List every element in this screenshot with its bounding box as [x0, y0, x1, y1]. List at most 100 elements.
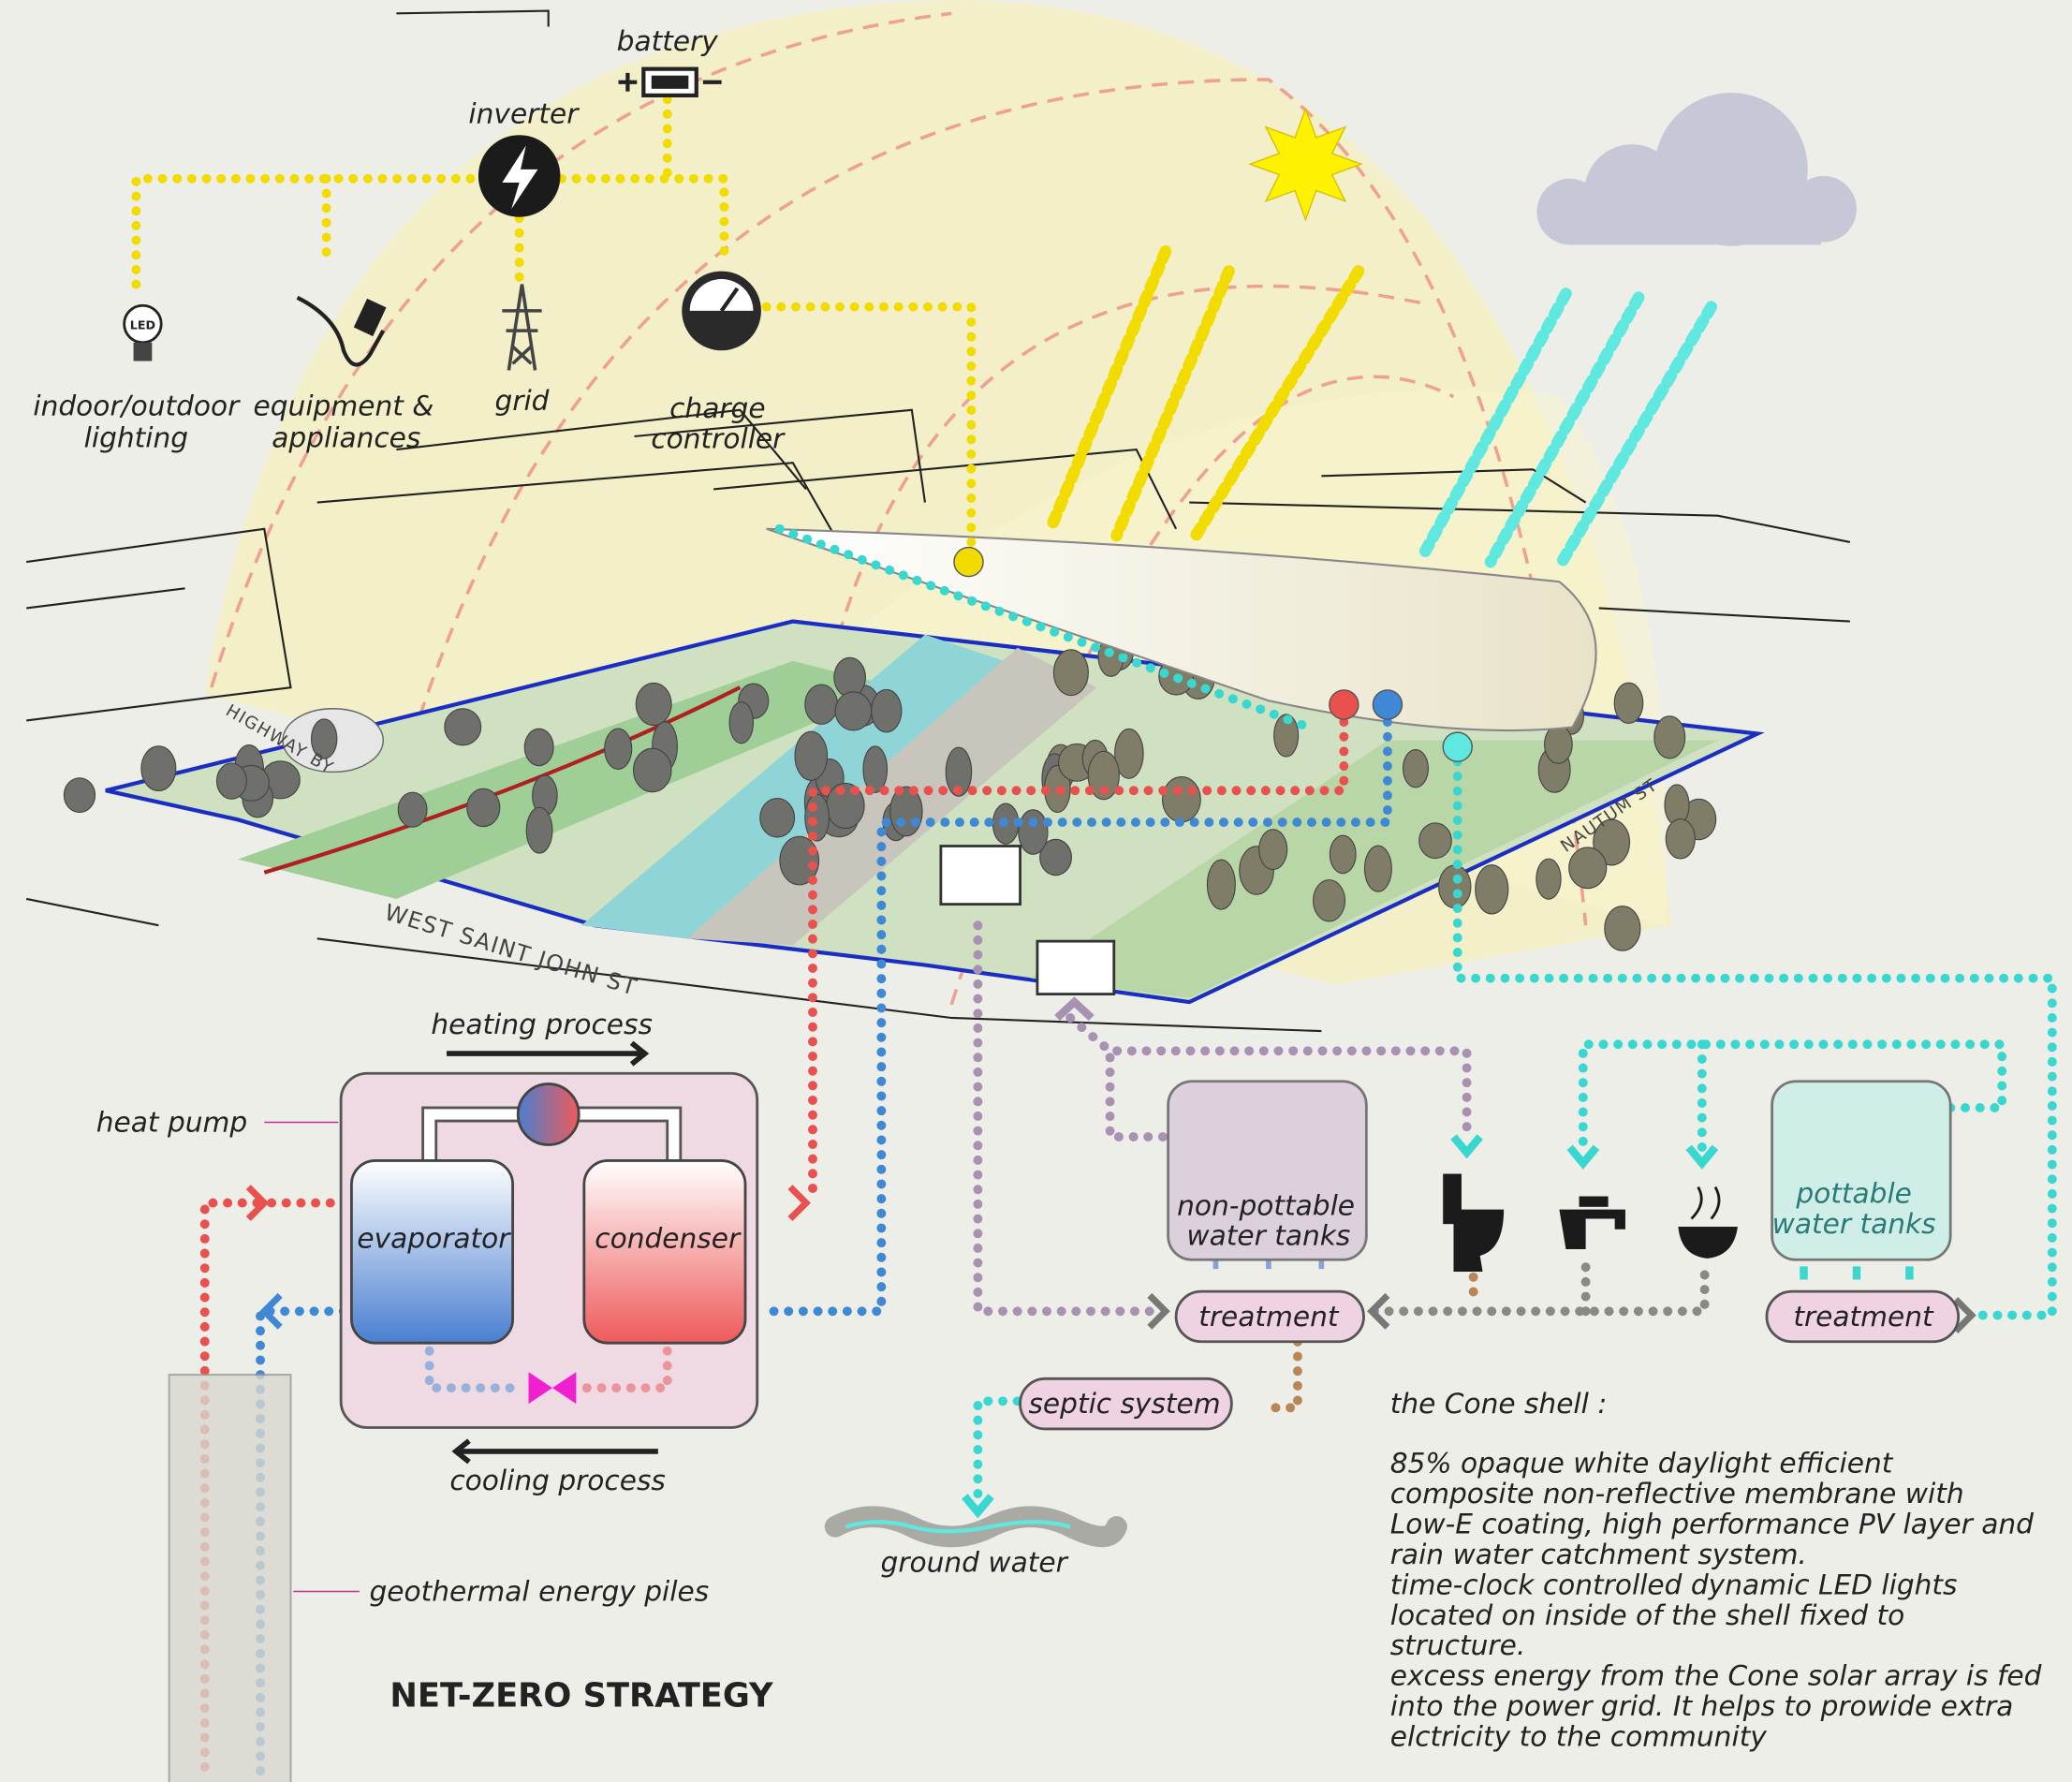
tree-part — [805, 794, 830, 841]
cone-description-line: composite non-reflective membrane with — [1390, 1477, 1964, 1510]
appliances-label: equipment & — [254, 389, 434, 421]
cone-description-line: Low-E coating, high performance PV layer… — [1390, 1507, 2034, 1539]
tree-part — [1314, 880, 1345, 921]
tree-part — [1666, 819, 1695, 859]
tree-part — [445, 709, 481, 745]
cone-description-line: rain water catchment system. — [1390, 1538, 1807, 1570]
tree-part — [1419, 823, 1452, 859]
cone-description-line: elctricity to the community — [1390, 1720, 1768, 1753]
tank-label: non-pottable — [1177, 1188, 1355, 1221]
tree-part — [1019, 810, 1048, 854]
septic-label: septic system — [1028, 1387, 1220, 1420]
fixture-part — [1678, 1227, 1738, 1259]
tree-part — [216, 763, 246, 799]
heat-pipe-part — [1373, 690, 1402, 719]
tree-part — [1207, 860, 1235, 909]
tree-part — [526, 807, 552, 853]
tree-part — [1476, 865, 1508, 914]
diagram: battery inverter LED indoor/outdoor ligh… — [0, 0, 2072, 1782]
heat-pipe-part — [1330, 690, 1359, 719]
tree-part — [398, 792, 427, 827]
tree-part — [1545, 725, 1573, 763]
tree-part — [835, 692, 872, 730]
led-label: LED — [130, 318, 155, 332]
cone-description-line: into the power grid. It helps to prowide… — [1390, 1689, 2014, 1722]
charge-controller-label: charge — [669, 391, 765, 424]
cooling-label: cooling process — [449, 1464, 666, 1496]
water-pipe-part — [1443, 732, 1472, 761]
tree-part — [1614, 683, 1643, 723]
cone-description: 85% opaque white daylight efficientcompo… — [1390, 1446, 2042, 1752]
tree-part — [890, 787, 922, 836]
tree-part — [524, 729, 553, 765]
power-line-part — [954, 548, 983, 577]
tree-part — [605, 729, 632, 769]
tank-label: pottable — [1795, 1177, 1912, 1210]
tree-part — [64, 778, 95, 813]
treatment-label: treatment — [1793, 1300, 1934, 1333]
fixture-part — [1453, 1210, 1504, 1272]
cloud — [1536, 93, 1857, 246]
evaporator-label: evaporator — [357, 1222, 511, 1255]
tree-part — [1403, 750, 1429, 788]
grid-label: grid — [494, 384, 549, 417]
tree-part — [872, 689, 902, 731]
cloud-part — [1570, 185, 1821, 245]
fixture-part — [1580, 1197, 1609, 1207]
lighting-label: indoor/outdoor — [33, 389, 241, 421]
condenser-label: condenser — [595, 1222, 742, 1255]
water-pipe-part — [1803, 1266, 1909, 1279]
tree-part — [805, 685, 838, 724]
cone-description-line: time-clock controlled dynamic LED lights — [1390, 1568, 1958, 1600]
ground-water-part — [835, 1517, 1117, 1537]
heating-label: heating process — [431, 1008, 653, 1040]
ground-water — [835, 1517, 1117, 1537]
tree-part — [1330, 835, 1356, 873]
tree-part — [1569, 847, 1607, 889]
water-pipe-part — [977, 1401, 1017, 1500]
tree-part — [1053, 650, 1088, 696]
tree-part — [1439, 865, 1471, 908]
battery-label: battery — [617, 24, 719, 57]
tank-label: water tanks — [1186, 1219, 1350, 1252]
power-icon-part — [652, 76, 689, 89]
tree-part — [760, 799, 795, 837]
geothermal-pile-part — [169, 1375, 291, 1782]
rain-part — [1562, 307, 1711, 562]
heat-pump-box-part — [518, 1084, 579, 1145]
cone-description-line: excess energy from the Cone solar array … — [1390, 1659, 2042, 1692]
geothermal-pile — [169, 1122, 360, 1782]
lighting-label: lighting — [84, 420, 188, 453]
tree-part — [1163, 777, 1201, 822]
charge-controller-label: controller — [651, 422, 786, 455]
ground-water-label: ground water — [881, 1545, 1069, 1578]
tree-part — [1364, 846, 1391, 891]
tree-part — [795, 731, 828, 780]
fixture-part — [1692, 1187, 1719, 1219]
water-pipe-part — [1374, 1262, 1705, 1311]
power-icon-part — [134, 343, 153, 361]
treatment-label: treatment — [1198, 1300, 1340, 1333]
tree-part — [1654, 716, 1685, 758]
tree-part — [1259, 830, 1287, 870]
appliances-label: appliances — [272, 420, 420, 453]
cone-description-line: structure. — [1390, 1628, 1526, 1661]
tree-part — [834, 657, 866, 697]
fixture — [1443, 1174, 1738, 1272]
tree-part — [1536, 859, 1561, 899]
water-pipe-part — [941, 847, 1021, 905]
fixture-part — [1559, 1210, 1625, 1249]
tree-part — [729, 702, 753, 744]
heat-pump-label: heat pump — [96, 1105, 247, 1138]
inverter-label: inverter — [468, 97, 580, 130]
tree-part — [863, 746, 888, 793]
tree-part — [141, 746, 176, 791]
cone-description-line: located on inside of the shell fixed to — [1390, 1598, 1904, 1631]
water-pipe-part — [1037, 941, 1114, 994]
tree-part — [467, 788, 500, 826]
tree-part — [636, 683, 671, 725]
tree-part — [1605, 906, 1640, 951]
title: NET-ZERO STRATEGY — [389, 1676, 773, 1715]
tank-label: water tanks — [1772, 1207, 1936, 1240]
cone-description-line: 85% opaque white daylight efficient — [1390, 1446, 1894, 1479]
